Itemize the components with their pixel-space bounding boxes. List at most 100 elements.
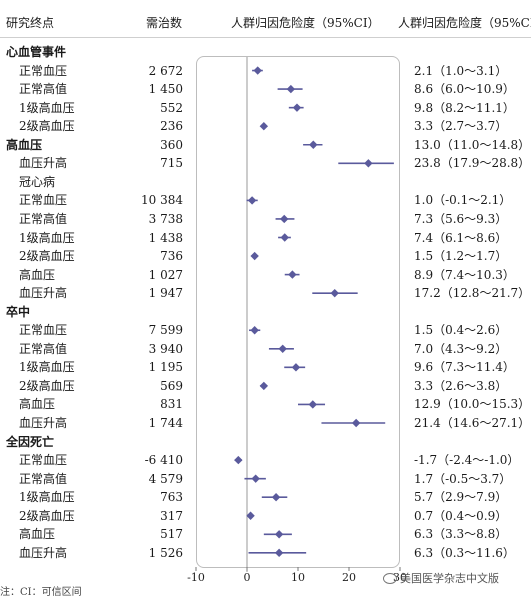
row-nnt: 1 438 bbox=[148, 231, 183, 245]
header-divider bbox=[0, 37, 531, 38]
header-group: 研究终点 bbox=[6, 16, 55, 30]
row-group-label: 高血压 bbox=[6, 138, 43, 152]
row-ci: 9.6（7.3～11.4） bbox=[414, 360, 515, 374]
row-label: 2级高血压 bbox=[19, 119, 75, 133]
row-label: 血压升高 bbox=[19, 156, 68, 170]
row-nnt: 552 bbox=[160, 101, 183, 115]
row-ci: 7.4（6.1～8.6） bbox=[414, 231, 508, 245]
row-ci: 2.1（1.0～3.1） bbox=[414, 64, 508, 78]
row-nnt: 317 bbox=[160, 509, 183, 523]
row-ci: 12.9（10.0～15.3） bbox=[414, 397, 531, 411]
point-estimate-marker bbox=[259, 122, 269, 131]
row-ci: 13.0（11.0～14.8） bbox=[414, 138, 531, 152]
row-nnt: 517 bbox=[160, 527, 183, 541]
row-label: 高血压 bbox=[19, 268, 56, 282]
row-nnt: 1 450 bbox=[148, 82, 183, 96]
wechat-icon bbox=[383, 573, 397, 584]
header-paf-text: 人群归因危险度（95%CI） bbox=[398, 16, 531, 30]
row-ci: 1.7（-0.5～3.7） bbox=[414, 472, 512, 486]
row-ci: 1.5（0.4～2.6） bbox=[414, 323, 508, 337]
point-estimate-marker bbox=[274, 548, 284, 558]
row-nnt: -6 410 bbox=[144, 453, 183, 467]
row-ci: 17.2（12.8～21.7） bbox=[414, 286, 531, 300]
point-estimate-marker bbox=[251, 474, 260, 483]
row-nnt: 360 bbox=[160, 138, 183, 152]
row-nnt: 2 672 bbox=[148, 64, 183, 78]
point-estimate-marker bbox=[280, 214, 289, 224]
row-ci: 6.3（3.3～8.8） bbox=[414, 527, 508, 541]
point-estimate-marker bbox=[246, 511, 255, 520]
point-estimate-marker bbox=[308, 400, 317, 409]
row-label: 正常高值 bbox=[19, 342, 68, 356]
point-estimate-marker bbox=[364, 159, 373, 168]
row-label: 正常高值 bbox=[19, 212, 68, 226]
row-nnt: 831 bbox=[160, 397, 183, 411]
row-ci: 8.9（7.4～10.3） bbox=[414, 268, 515, 282]
row-label: 1级高血压 bbox=[19, 231, 75, 245]
row-nnt: 1 027 bbox=[148, 268, 183, 282]
row-label: 高血压 bbox=[19, 527, 56, 541]
point-estimate-marker bbox=[309, 140, 318, 149]
x-tick-label: -10 bbox=[187, 571, 205, 584]
row-label: 正常血压 bbox=[19, 453, 68, 467]
row-label: 血压升高 bbox=[19, 286, 68, 300]
header-paf-plot: 人群归因危险度（95%CI） bbox=[231, 16, 380, 30]
row-ci: 0.7（0.4～0.9） bbox=[414, 509, 508, 523]
row-label: 高血压 bbox=[19, 397, 56, 411]
point-estimate-marker bbox=[286, 84, 296, 94]
point-estimate-marker bbox=[280, 233, 289, 242]
row-ci: 21.4（14.6～27.1） bbox=[414, 416, 531, 430]
x-tick-label: 0 bbox=[244, 571, 251, 584]
row-label: 正常血压 bbox=[19, 64, 68, 78]
row-label: 正常血压 bbox=[19, 323, 68, 337]
row-label: 1级高血压 bbox=[19, 360, 75, 374]
row-ci: 8.6（6.0～10.9） bbox=[414, 82, 515, 96]
row-nnt: 1 947 bbox=[148, 286, 183, 300]
row-ci: 5.7（2.9～7.9） bbox=[414, 490, 508, 504]
row-ci: -1.7（-2.4～-1.0） bbox=[414, 453, 520, 467]
row-nnt: 1 195 bbox=[148, 360, 183, 374]
row-nnt: 4 579 bbox=[148, 472, 183, 486]
row-nnt: 1 744 bbox=[148, 416, 183, 430]
point-estimate-marker bbox=[278, 344, 287, 353]
row-ci: 3.3（2.6～3.8） bbox=[414, 379, 508, 393]
x-tick-label: 30 bbox=[393, 571, 407, 584]
row-label: 血压升高 bbox=[19, 546, 68, 560]
header-nnt: 需治数 bbox=[146, 16, 183, 30]
row-nnt: 1 526 bbox=[148, 546, 183, 560]
row-nnt: 715 bbox=[160, 156, 183, 170]
row-label: 冠心病 bbox=[19, 175, 56, 189]
row-nnt: 763 bbox=[160, 490, 183, 504]
row-nnt: 3 738 bbox=[148, 212, 183, 226]
row-label: 正常血压 bbox=[19, 193, 68, 207]
x-tick-label: 10 bbox=[291, 571, 305, 584]
row-group-label: 卒中 bbox=[6, 305, 31, 319]
point-estimate-marker bbox=[247, 196, 257, 205]
row-ci: 1.5（1.2～1.7） bbox=[414, 249, 508, 263]
point-estimate-marker bbox=[288, 270, 297, 279]
footnote: 注：CI：可信区间 bbox=[0, 587, 82, 598]
row-group-label: 全因死亡 bbox=[6, 435, 55, 449]
point-estimate-marker bbox=[292, 103, 302, 112]
row-label: 血压升高 bbox=[19, 416, 68, 430]
point-estimate-marker bbox=[259, 381, 269, 391]
row-nnt: 7 599 bbox=[148, 323, 183, 337]
point-estimate-marker bbox=[250, 251, 259, 261]
row-ci: 1.0（-0.1～2.1） bbox=[414, 193, 512, 207]
point-estimate-marker bbox=[271, 493, 281, 502]
row-label: 1级高血压 bbox=[19, 490, 75, 504]
row-group-label: 心血管事件 bbox=[6, 45, 67, 59]
row-nnt: 569 bbox=[160, 379, 183, 393]
row-ci: 23.8（17.9～28.8） bbox=[414, 156, 531, 170]
row-label: 正常高值 bbox=[19, 472, 68, 486]
point-estimate-marker bbox=[250, 326, 259, 335]
x-tick-label: 20 bbox=[342, 571, 356, 584]
point-estimate-marker bbox=[234, 455, 243, 465]
row-label: 正常高值 bbox=[19, 82, 68, 96]
point-estimate-marker bbox=[330, 288, 339, 298]
row-nnt: 10 384 bbox=[141, 193, 183, 207]
row-ci: 9.8（8.2～11.1） bbox=[414, 101, 515, 115]
row-nnt: 3 940 bbox=[148, 342, 183, 356]
point-estimate-marker bbox=[274, 530, 284, 539]
